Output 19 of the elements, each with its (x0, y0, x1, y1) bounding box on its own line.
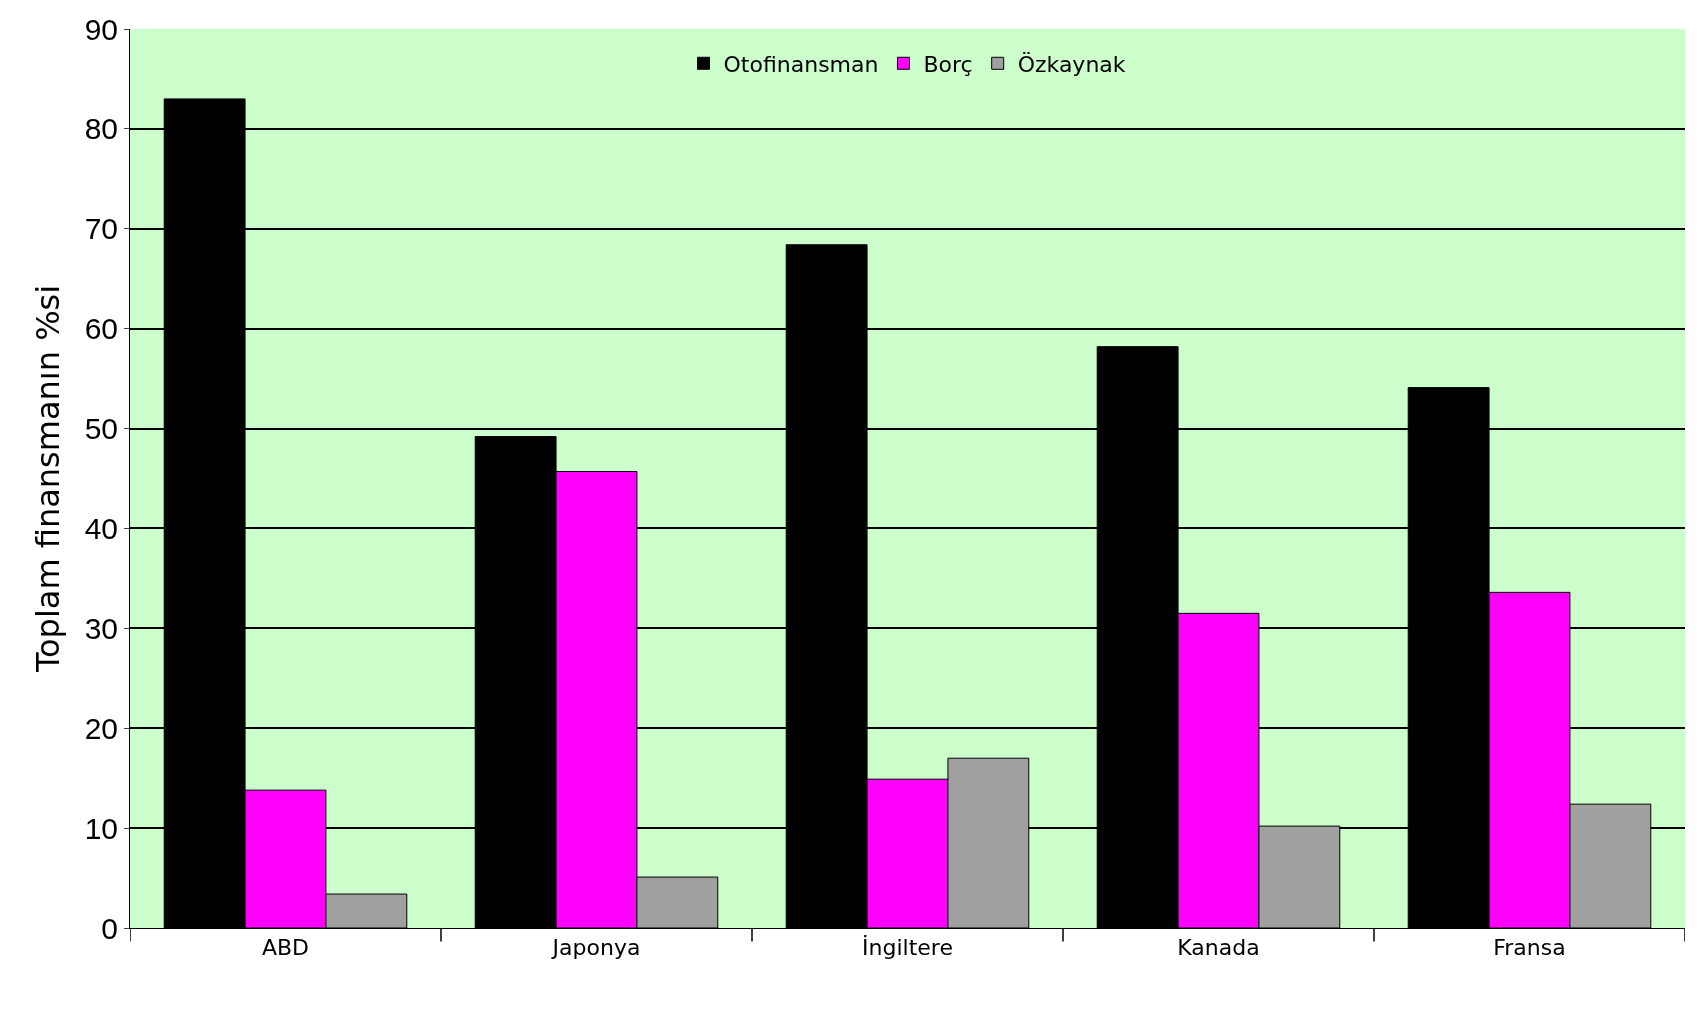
x-tick-label: Fransa (1493, 935, 1566, 961)
legend-label: Otofinansman (723, 51, 879, 77)
y-tick-label: 0 (101, 911, 118, 945)
legend-label: Borç (923, 51, 973, 77)
x-tick-label: Japonya (550, 935, 641, 961)
y-tick-label: 40 (84, 511, 118, 545)
x-tick-label: ABD (261, 935, 310, 961)
y-tick-label: 90 (84, 12, 118, 46)
y-tick-label: 60 (84, 312, 118, 346)
y-tick-label: 70 (84, 212, 118, 246)
y-axis-title: Toplam finansmanın %si (28, 284, 67, 674)
y-tick-label: 50 (84, 412, 118, 446)
y-tick-label: 20 (84, 711, 118, 745)
y-tick-label: 30 (84, 611, 118, 645)
x-tick-label: İngiltere (862, 935, 953, 961)
y-tick-label: 10 (84, 811, 118, 845)
x-tick-label: Kanada (1177, 935, 1260, 961)
y-tick-label: 80 (84, 112, 118, 146)
legend-label: Özkaynak (1017, 51, 1126, 77)
